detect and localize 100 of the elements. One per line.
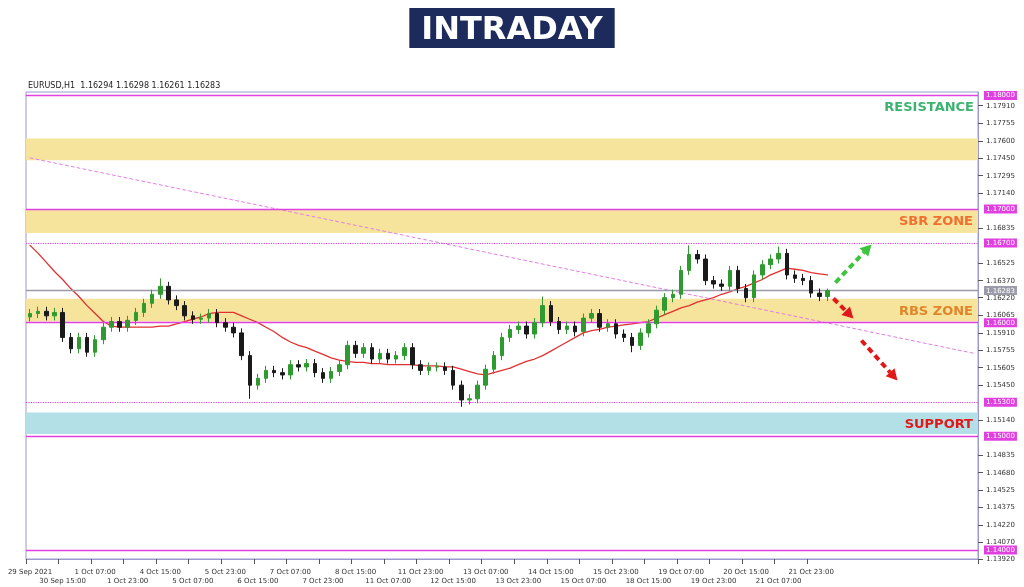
candlestick — [264, 365, 268, 384]
candlestick — [760, 259, 765, 280]
candlestick — [638, 327, 643, 351]
candlestick — [410, 342, 415, 370]
chart-title: INTRADAY — [421, 9, 604, 47]
candlestick — [467, 393, 472, 405]
candlestick — [443, 361, 447, 376]
candlestick — [256, 373, 260, 391]
candlestick — [752, 269, 756, 303]
candlestick — [36, 306, 40, 319]
candlestick — [711, 275, 716, 290]
chart-subtitle: EURUSD,H1 1.16294 1.16298 1.16261 1.16283 — [28, 80, 221, 90]
candlestick — [573, 321, 577, 337]
candlestick — [142, 298, 146, 318]
candlestick — [109, 316, 114, 333]
candlestick — [272, 365, 276, 378]
candlestick — [370, 342, 374, 365]
candlestick — [125, 315, 130, 333]
band-label: SBR ZONE — [898, 213, 973, 229]
candlestick — [606, 318, 610, 333]
candlestick — [646, 318, 651, 338]
annotation: RESISTANCE — [884, 99, 975, 114]
candlestick — [435, 361, 439, 373]
candlestick — [134, 307, 138, 326]
candlestick — [345, 340, 350, 370]
band-label: RBS ZONE — [898, 302, 973, 318]
candlestick — [239, 327, 244, 361]
candlestick — [776, 246, 781, 265]
candlestick — [565, 321, 569, 335]
candlestick — [52, 307, 57, 321]
candlestick — [785, 248, 789, 280]
candlestick — [386, 348, 390, 365]
candlestick — [402, 342, 407, 361]
candlestick — [549, 300, 553, 327]
candlestick — [191, 310, 195, 325]
candlestick — [288, 359, 293, 380]
candlestick — [695, 249, 700, 265]
candlestick — [93, 334, 97, 358]
candlestick — [69, 332, 73, 354]
line-series — [29, 244, 829, 376]
candlestick — [101, 322, 106, 345]
candlestick — [614, 318, 618, 340]
candlestick — [630, 332, 634, 353]
candlestick — [736, 265, 740, 294]
candlestick — [540, 296, 545, 328]
candlestick — [719, 278, 724, 292]
candlestick — [174, 294, 179, 311]
candlestick — [483, 364, 488, 391]
candlestick — [671, 289, 675, 303]
candlestick — [728, 265, 732, 292]
candlestick — [768, 253, 773, 270]
candlestick — [581, 313, 586, 337]
candlestick — [427, 361, 431, 376]
candlestick — [744, 283, 748, 303]
candlestick — [459, 380, 464, 408]
candlestick — [679, 265, 683, 300]
band-label: SUPPORT — [904, 415, 974, 431]
candlestick — [215, 308, 219, 328]
candlestick — [150, 289, 154, 309]
candlestick — [508, 324, 512, 343]
candlestick — [654, 305, 659, 329]
candlestick — [589, 308, 594, 324]
candlestick — [557, 316, 561, 335]
candlestick — [394, 350, 398, 365]
candlestick — [662, 292, 667, 316]
candlestick — [85, 332, 89, 358]
candlestick — [353, 340, 358, 359]
candlestick — [475, 380, 480, 404]
candlestick — [801, 273, 805, 286]
candlestick — [500, 332, 504, 361]
candlestick — [361, 342, 366, 359]
candlestick — [158, 277, 163, 300]
candlestick — [532, 317, 537, 340]
candlestick — [492, 350, 496, 375]
candlestick — [378, 348, 382, 365]
candlestick — [687, 244, 691, 276]
candlestick — [817, 288, 822, 302]
candlestick — [304, 358, 309, 373]
candlestick — [44, 306, 49, 321]
candlestick — [199, 313, 203, 325]
candlestick — [622, 328, 626, 343]
candlestick — [329, 366, 333, 384]
candlestick — [313, 358, 317, 378]
candlestick — [207, 308, 211, 324]
candlestick — [182, 300, 187, 321]
candlestick — [451, 365, 455, 391]
candlestick — [524, 321, 529, 340]
candlestick — [223, 317, 228, 333]
candlestick — [28, 308, 32, 323]
candlestick — [77, 332, 81, 354]
candlestick — [825, 288, 830, 302]
candlestick — [809, 275, 813, 299]
candlestick — [280, 367, 285, 380]
candlestick — [248, 350, 252, 400]
candlestick — [231, 322, 236, 338]
candlestick — [337, 359, 342, 377]
candlestick — [296, 359, 301, 373]
candlestick — [597, 308, 602, 333]
candlestick — [321, 367, 325, 384]
candlestick — [166, 281, 171, 305]
